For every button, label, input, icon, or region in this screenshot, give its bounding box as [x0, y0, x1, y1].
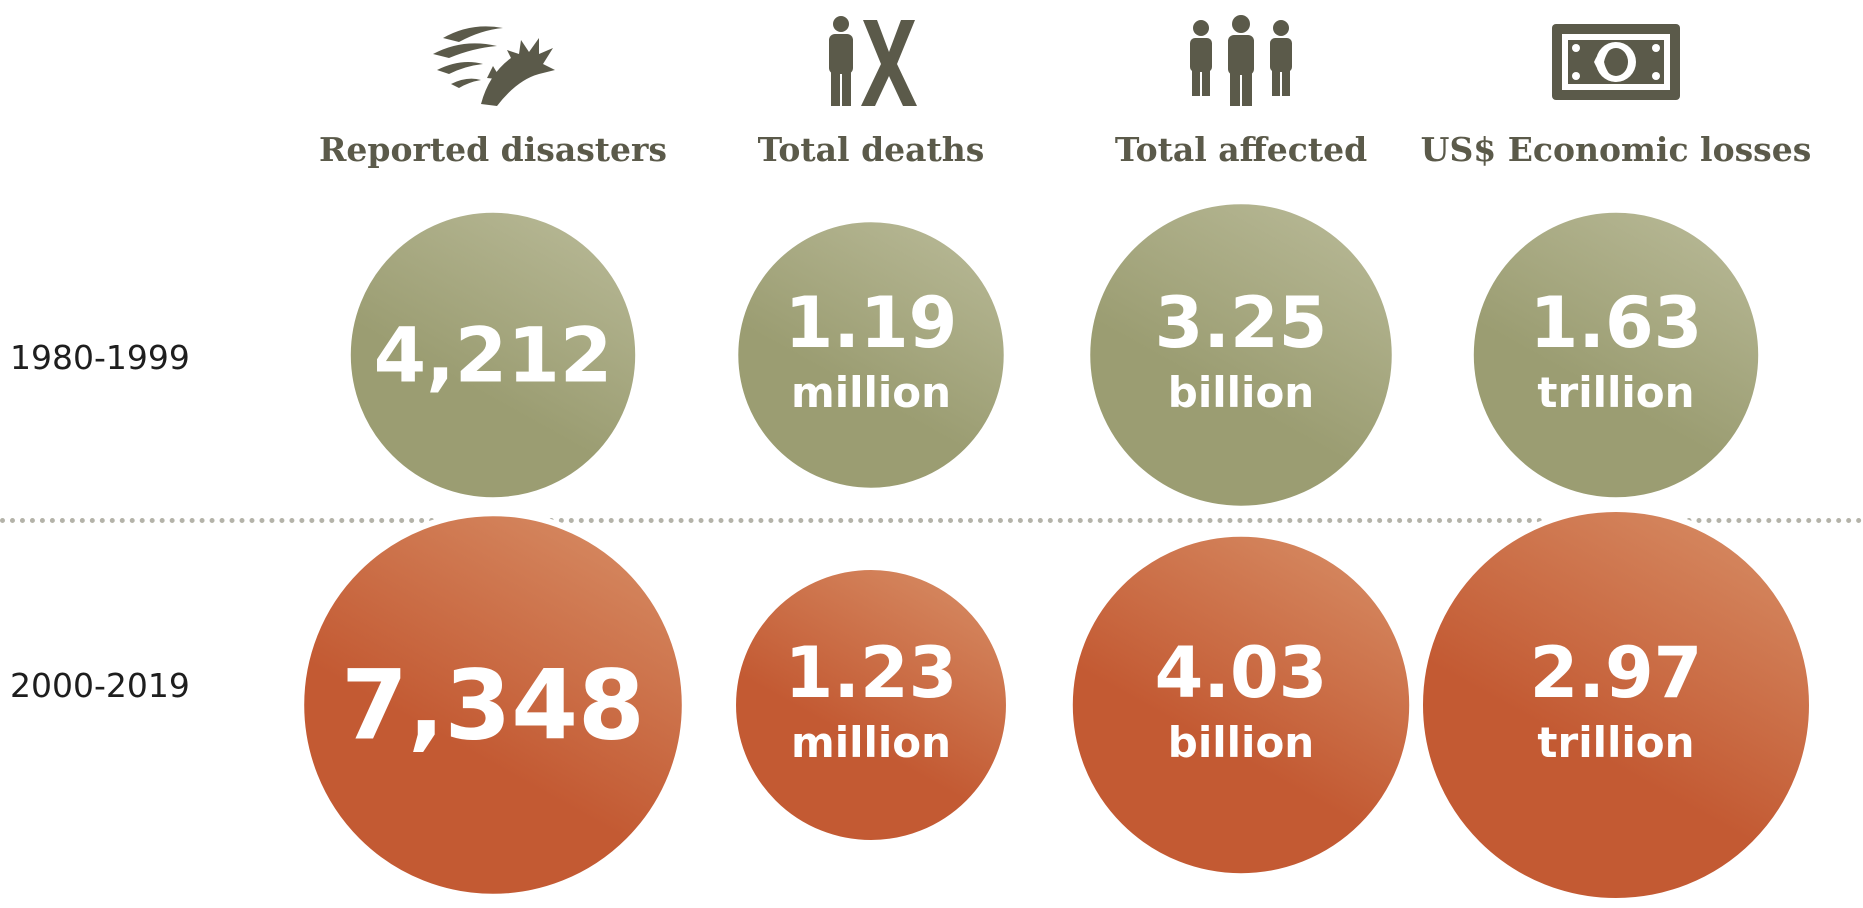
bubble-disasters-2000-2019	[298, 510, 688, 900]
people-group-icon	[1190, 15, 1292, 106]
storm-icon	[433, 26, 555, 106]
category-label-losses: US$ Economic losses	[1420, 130, 1812, 169]
category-icon-losses	[1546, 14, 1686, 109]
bubble-unit-affected-1980-1999: billion	[1168, 368, 1314, 417]
period-label-1980-1999: 1980-1999	[10, 338, 190, 377]
bubble-losses-2000-2019	[1417, 506, 1815, 904]
bubble-value-deaths-1980-1999: 1.19	[785, 282, 958, 364]
bubble-unit-deaths-1980-1999: million	[791, 368, 951, 417]
category-label-disasters: Reported disasters	[318, 130, 668, 169]
bubble-unit-affected-2000-2019: billion	[1168, 718, 1314, 767]
bubble-unit-losses-2000-2019: trillion	[1537, 718, 1694, 767]
bubble-value-losses-1980-1999: 1.63	[1530, 282, 1703, 364]
category-icon-deaths	[801, 14, 941, 109]
category-icon-affected	[1171, 14, 1311, 109]
bubble-value-affected-1980-1999: 3.25	[1155, 282, 1328, 364]
bubble-deaths-1980-1999	[732, 216, 1010, 494]
bubble-value-disasters-2000-2019: 7,348	[341, 650, 645, 762]
bubble-value-deaths-2000-2019: 1.23	[785, 632, 958, 714]
bubble-disasters-1980-1999	[344, 206, 642, 504]
bubble-deaths-2000-2019	[730, 564, 1012, 846]
banknote-icon	[1552, 24, 1680, 100]
bubble-value-losses-2000-2019: 2.97	[1530, 632, 1703, 714]
category-label-deaths: Total deaths	[757, 130, 985, 169]
bubble-affected-2000-2019	[1066, 530, 1416, 880]
category-label-affected: Total affected	[1114, 130, 1368, 169]
period-label-2000-2019: 2000-2019	[10, 666, 190, 705]
bubble-unit-deaths-2000-2019: million	[791, 718, 951, 767]
person-death-icon	[829, 16, 917, 106]
bubble-affected-1980-1999	[1084, 198, 1398, 512]
bubble-losses-1980-1999	[1467, 206, 1765, 504]
bubble-value-affected-2000-2019: 4.03	[1155, 632, 1328, 714]
bubble-unit-losses-1980-1999: trillion	[1537, 368, 1694, 417]
category-icon-disasters	[423, 14, 563, 109]
period-divider	[0, 518, 1863, 523]
bubble-value-disasters-1980-1999: 4,212	[374, 311, 613, 399]
